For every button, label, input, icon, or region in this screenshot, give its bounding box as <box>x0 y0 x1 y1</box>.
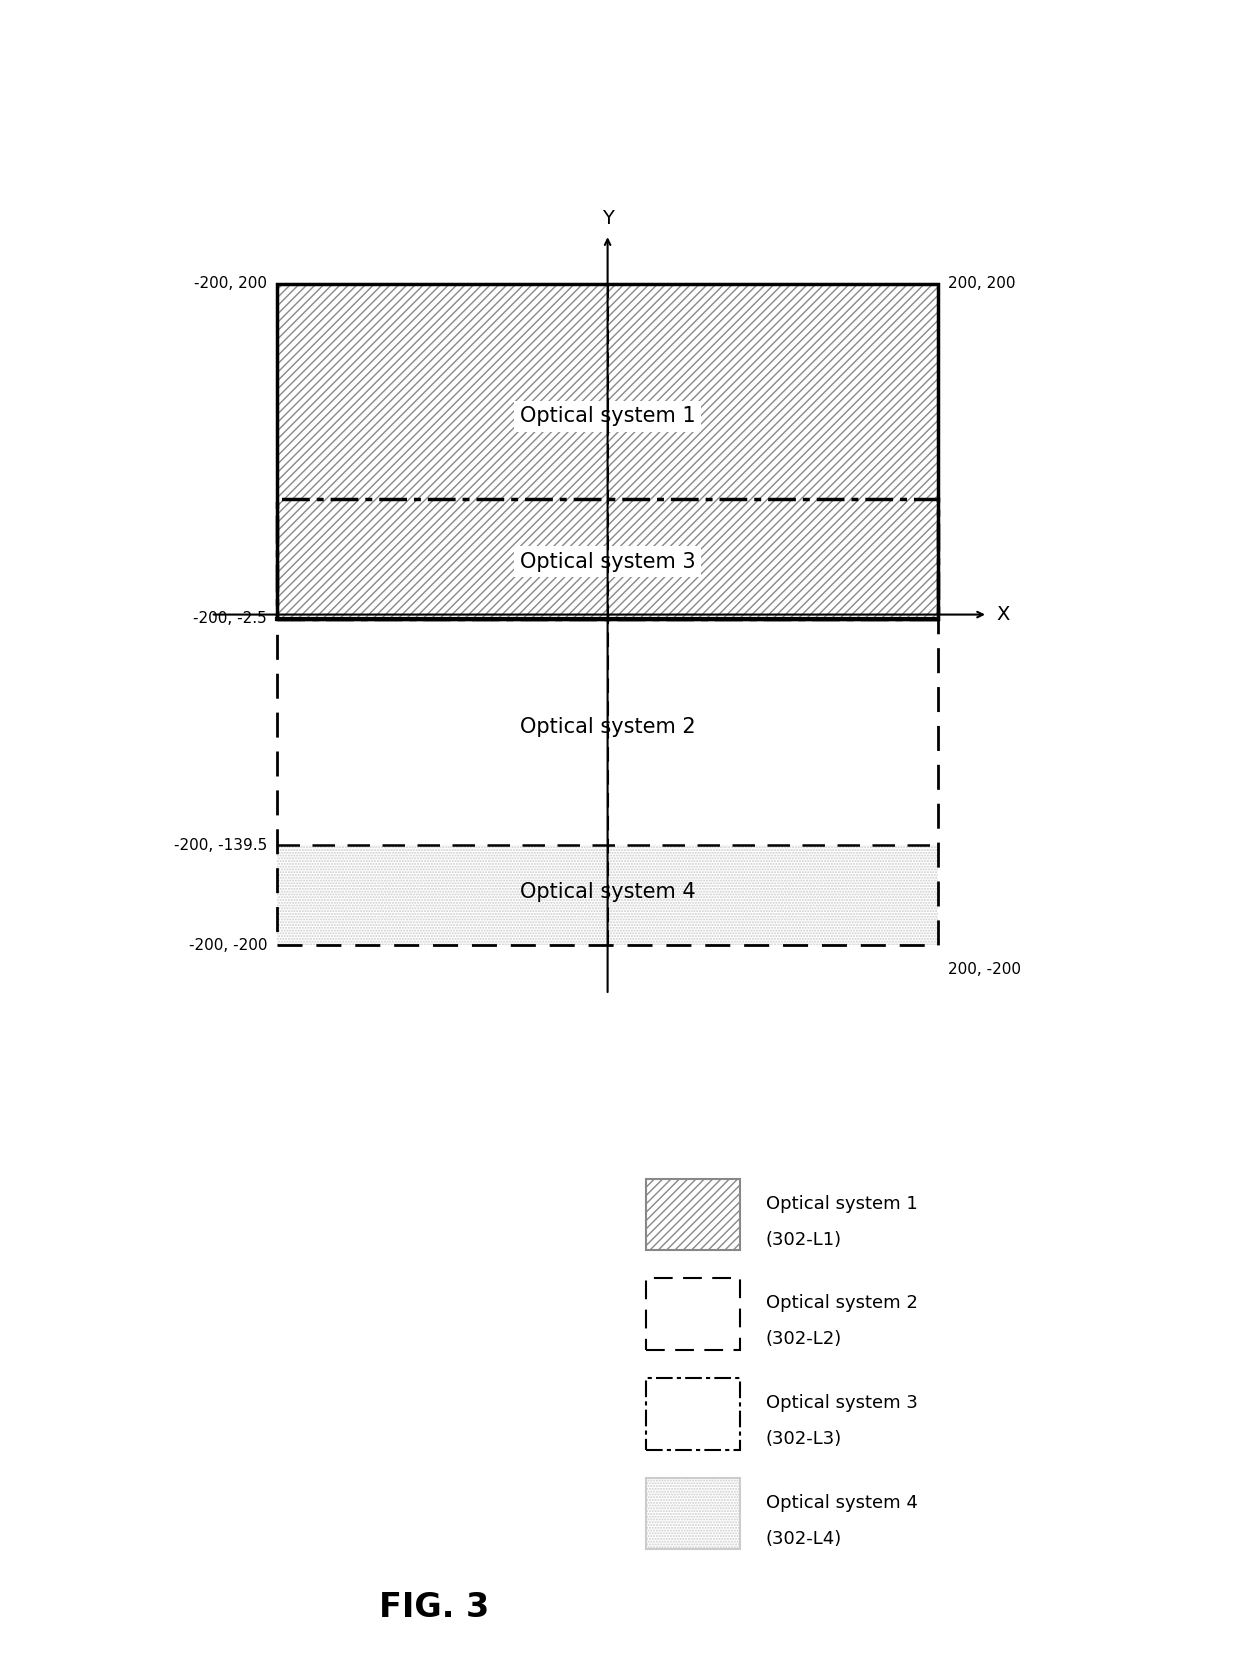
Text: Optical system 2: Optical system 2 <box>766 1294 918 1312</box>
Text: FIG. 3: FIG. 3 <box>379 1591 489 1624</box>
Bar <box>277 284 939 618</box>
Text: 200, -200: 200, -200 <box>949 962 1022 977</box>
Text: -200, -200: -200, -200 <box>188 938 267 953</box>
Text: (302-L4): (302-L4) <box>766 1530 842 1548</box>
Text: Optical system 1: Optical system 1 <box>766 1194 918 1213</box>
Text: Optical system 3: Optical system 3 <box>766 1394 918 1412</box>
Text: Optical system 3: Optical system 3 <box>520 551 696 571</box>
Text: (302-L3): (302-L3) <box>766 1430 842 1448</box>
Text: 200, 200: 200, 200 <box>949 276 1016 291</box>
Text: Y: Y <box>601 209 614 228</box>
Bar <box>277 284 939 945</box>
Text: -200, -139.5: -200, -139.5 <box>174 837 267 852</box>
Bar <box>277 498 939 618</box>
Text: Optical system 4: Optical system 4 <box>766 1493 918 1512</box>
Text: -200, 200: -200, 200 <box>193 276 267 291</box>
Bar <box>277 845 939 945</box>
Text: Optical system 4: Optical system 4 <box>520 882 696 902</box>
Text: Optical system 2: Optical system 2 <box>520 718 696 737</box>
Text: -200, -2.5: -200, -2.5 <box>193 611 267 626</box>
Text: (302-L2): (302-L2) <box>766 1330 842 1349</box>
Text: (302-L1): (302-L1) <box>766 1231 842 1249</box>
Bar <box>277 284 939 618</box>
Text: Optical system 1: Optical system 1 <box>520 407 696 427</box>
Text: X: X <box>996 605 1009 625</box>
